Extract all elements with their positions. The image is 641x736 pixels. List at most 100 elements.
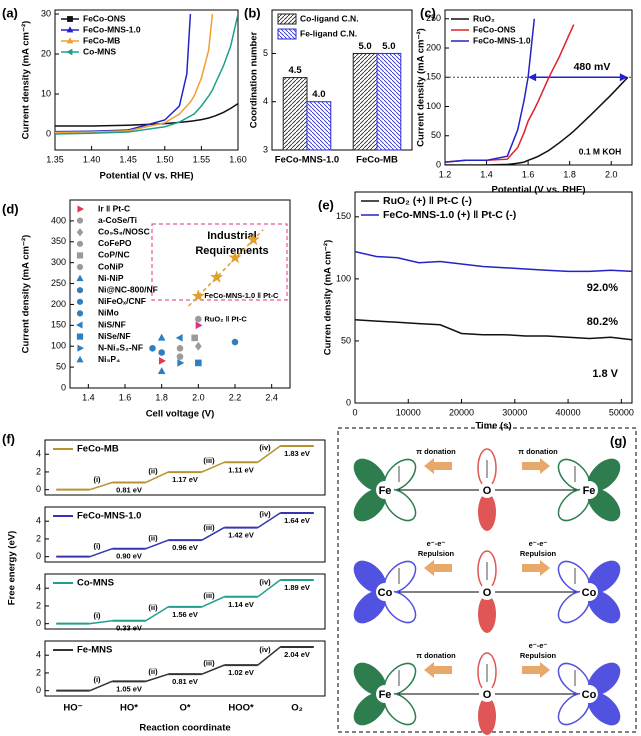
annotation: 92.0% [587, 282, 618, 294]
y-tick-label: 250 [51, 278, 66, 288]
x-tick-label: 1.8 [563, 169, 576, 179]
legend-marker [67, 16, 73, 22]
legend-label: Ni@NC-800/NF [98, 284, 158, 294]
legend-label: CoFePO [98, 238, 132, 248]
legend-marker [76, 333, 84, 340]
y-tick-label: 50 [341, 335, 351, 345]
step-connector [201, 664, 225, 675]
legend-marker [66, 48, 73, 56]
scatter-point [176, 345, 184, 352]
y-tick-label: 150 [426, 72, 441, 82]
plot-frame [69, 199, 291, 389]
step-name: (iii) [203, 456, 215, 465]
legend-label: FeCo-MNS-1.0 [473, 35, 531, 45]
arrow-head [528, 73, 537, 82]
x-tick-label: 1.60 [229, 154, 247, 164]
x-tick-label: 1.6 [119, 392, 132, 402]
x-tick-label: 1.45 [119, 154, 137, 164]
legend-marker [76, 355, 84, 363]
step-value-label: 0.96 eV [172, 543, 198, 552]
step-connector [89, 481, 113, 491]
donation-arrow [522, 560, 550, 576]
line-series [355, 319, 632, 341]
x-tick-label: FeCo-MNS-1.0 [275, 155, 339, 166]
x-tick-label: 1.8 [155, 392, 168, 402]
step-connector [145, 539, 169, 550]
scatter-point [191, 289, 205, 302]
step-value-label: 1.05 eV [116, 684, 142, 693]
legend-label: NiSe/NF [98, 331, 131, 341]
plot-frame [44, 506, 326, 563]
scatter-point [195, 321, 203, 330]
atom-bg [580, 685, 598, 703]
p-orbital-lobe [478, 493, 496, 531]
legend-label: RuO₂ [473, 13, 495, 23]
y-axis-label: Current density (mA cm⁻²) [416, 28, 427, 147]
y-tick-label: 4 [263, 96, 268, 106]
step-connector [257, 512, 281, 529]
step-name: (iv) [259, 509, 271, 518]
line-series [55, 13, 214, 134]
legend-marker [77, 344, 84, 352]
legend-marker [76, 252, 84, 259]
atom-label: O [483, 485, 492, 497]
legend-label: N-Ni₃S₂-NF [98, 342, 143, 352]
scatter-point [157, 333, 166, 341]
y-tick-label: 4 [36, 516, 41, 526]
atom-label: O [483, 689, 492, 701]
step-value-label: 1.11 eV [228, 465, 253, 474]
x-tick-label: 10000 [396, 407, 421, 417]
y-tick-label: 2 [36, 667, 41, 677]
step-value-label: 0.90 eV [116, 552, 142, 561]
scatter-point [228, 250, 242, 264]
legend-label: RuO₂ (+) ‖ Pt-C (-) [383, 195, 472, 207]
atom-bg [580, 481, 598, 499]
step-name: (ii) [148, 533, 158, 542]
y-tick-label: 2 [36, 466, 41, 476]
step-name: (ii) [148, 466, 158, 475]
legend-label: NiMo [98, 308, 119, 318]
y-axis-label: Coordination number [249, 31, 260, 128]
y-tick-label: 4 [36, 650, 41, 660]
atom-bg [479, 584, 495, 600]
atom-bg [479, 482, 495, 498]
bar-value-label: 5.0 [358, 41, 371, 52]
line-series [55, 102, 238, 127]
step-name: (iv) [259, 645, 271, 654]
y-tick-label: 2 [36, 533, 41, 543]
step-value-label: 1.56 eV [172, 610, 198, 619]
legend-label: Ir ‖ Pt-C [98, 203, 130, 213]
panel-label: (c) [420, 5, 436, 20]
atom-label: Fe [583, 485, 596, 497]
atom-label: Fe [379, 689, 392, 701]
x-tick-label: 2.4 [265, 392, 278, 402]
step-connector [89, 547, 113, 558]
step-connector [257, 646, 281, 666]
step-connector [257, 579, 281, 598]
x-tick-label: 50000 [609, 407, 634, 417]
scatter-point [210, 270, 224, 283]
legend-label: CoP/NC [98, 250, 130, 260]
point-label: RuO₂ ‖ Pt-C [204, 314, 247, 323]
legend-label: Co-MNS [83, 46, 116, 56]
step-connector [201, 526, 225, 541]
legend-swatch [277, 13, 297, 25]
atom-label: Fe [379, 485, 392, 497]
y-tick-label: 0 [36, 685, 41, 695]
x-tick-label: 0 [352, 407, 357, 417]
p-orbital-lobe [478, 595, 496, 633]
step-name: (iii) [203, 659, 215, 668]
x-tick-label: 2.0 [605, 169, 618, 179]
y-tick-label: 50 [431, 130, 441, 140]
bar [306, 101, 332, 151]
legend-marker [76, 321, 83, 329]
legend-marker [66, 37, 74, 44]
step-connector [145, 673, 169, 683]
step-connector [145, 606, 169, 622]
interaction-label: e⁻-e⁻ [427, 539, 446, 548]
scatter-point [231, 338, 239, 346]
donation-arrow [522, 458, 550, 474]
series-name: Co-MNS [77, 578, 114, 589]
legend-label: Co₉S₈/NOSC [98, 226, 150, 236]
step-name: (iii) [203, 591, 215, 600]
